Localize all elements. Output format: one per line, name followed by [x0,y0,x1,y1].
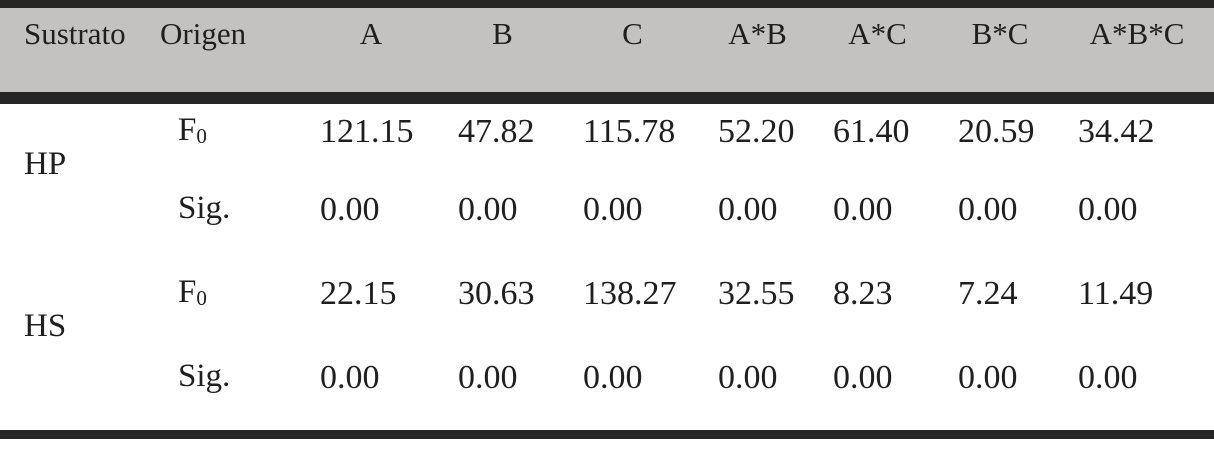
value-cell: 22.15 [320,275,397,312]
value-cell: 0.00 [958,359,1018,396]
value-cell: 0.00 [583,191,643,228]
value-cell: 0.00 [458,191,518,228]
origen-cell-f0: F0 [150,266,302,350]
sustrato-cell-hp: HP [24,146,67,182]
table-row-hs-sig: Sig. 0.00 0.00 0.00 0.00 0.00 0.00 0.00 [0,350,1214,434]
value-cell: 0.00 [833,359,893,396]
anova-results-table: Sustrato Origen A B C A*B A*C B*C A*B*C … [0,8,1214,439]
value-cell: 121.15 [320,113,414,150]
origen-cell-sig: Sig. [150,350,302,434]
value-cell: 0.00 [833,191,893,228]
column-header-sustrato: Sustrato [0,8,150,104]
sustrato-cell-hs: HS [24,308,67,344]
value-cell: 32.55 [718,275,795,312]
value-cell: 115.78 [583,113,676,150]
table-row-hs-f0: HS F0 22.15 30.63 138.27 32.55 8.23 7.24… [0,266,1214,350]
value-cell: 0.00 [320,191,380,228]
table-row-hp-f0: HP F0 121.15 47.82 115.78 52.20 61.40 20… [0,98,1214,182]
value-cell: 0.00 [718,359,778,396]
column-header-abc: A*B*C [1060,8,1214,104]
value-cell: 52.20 [718,113,795,150]
origen-cell-f0: F0 [150,98,302,182]
value-cell: 0.00 [320,359,380,396]
column-header-b: B [440,8,565,104]
table-row-hp-sig: Sig. 0.00 0.00 0.00 0.00 0.00 0.00 0.00 [0,182,1214,266]
value-cell: 0.00 [458,359,518,396]
value-cell: 0.00 [958,191,1018,228]
value-cell: 47.82 [458,113,535,150]
column-header-bc: B*C [940,8,1060,104]
value-cell: 30.63 [458,275,535,312]
value-cell: 0.00 [1078,359,1138,396]
value-cell: 61.40 [833,113,910,150]
table-header: Sustrato Origen A B C A*B A*C B*C A*B*C [0,8,1214,104]
origen-subscript: 0 [196,286,207,310]
origen-label: Sig. [178,358,231,394]
origen-label: F [178,274,197,310]
origen-subscript: 0 [196,124,207,148]
value-cell: 138.27 [583,275,677,312]
origen-label: F [178,112,197,148]
value-cell: 0.00 [583,359,643,396]
origen-cell-sig: Sig. [150,182,302,266]
value-cell: 8.23 [833,275,893,312]
column-header-a: A [302,8,440,104]
header-row: Sustrato Origen A B C A*B A*C B*C A*B*C [0,8,1214,104]
value-cell: 20.59 [958,113,1035,150]
column-header-c: C [565,8,700,104]
column-header-ac: A*C [815,8,940,104]
value-cell: 0.00 [718,191,778,228]
value-cell: 0.00 [1078,191,1138,228]
value-cell: 7.24 [958,275,1018,312]
origen-label: Sig. [178,190,231,226]
value-cell: 11.49 [1078,275,1154,312]
value-cell: 34.42 [1078,113,1155,150]
top-rule [0,0,1214,8]
table-body: HP F0 121.15 47.82 115.78 52.20 61.40 20… [0,98,1214,434]
column-header-ab: A*B [700,8,815,104]
column-header-origen: Origen [150,8,302,104]
